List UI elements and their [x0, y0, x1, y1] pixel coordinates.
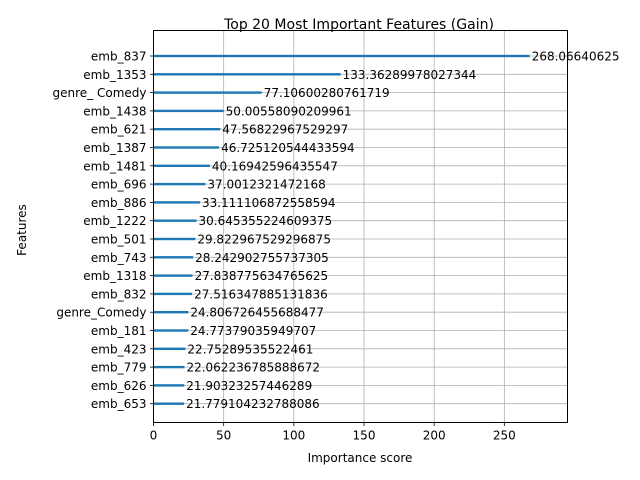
- bar: [153, 128, 221, 131]
- bar-value-label: 24.77379035949707: [190, 324, 316, 338]
- y-tick-label: emb_743: [91, 251, 147, 265]
- plot-frame: [153, 30, 568, 423]
- x-tick-label: 50: [216, 429, 231, 443]
- y-tick-label: emb_886: [91, 196, 147, 210]
- bar-value-label: 37.0012321472168: [207, 178, 325, 192]
- x-tick-label: 150: [353, 429, 376, 443]
- bar-value-label: 22.062236785888672: [186, 361, 320, 375]
- bar: [153, 329, 189, 332]
- bar: [153, 164, 210, 167]
- bar: [153, 109, 224, 113]
- bar: [153, 237, 196, 241]
- bar-value-label: 22.75289535522461: [187, 342, 313, 356]
- bar-value-label: 27.838775634765625: [195, 269, 329, 283]
- y-tick-label: emb_501: [91, 233, 147, 247]
- chart-title: Top 20 Most Important Features (Gain): [223, 17, 494, 33]
- bar: [153, 73, 341, 76]
- bar-value-label: 50.00558090209961: [226, 104, 352, 118]
- y-tick-label: emb_832: [91, 287, 147, 301]
- bar: [153, 402, 185, 405]
- y-tick-label: emb_626: [91, 379, 147, 393]
- x-axis-ticks: 0 50 100 150 200 250: [150, 422, 516, 443]
- bar: [153, 256, 194, 259]
- bars: [153, 54, 530, 405]
- bar-value-label: 268.06640625: [532, 50, 620, 64]
- bar: [153, 384, 185, 387]
- bar-value-label: 77.10600280761719: [264, 86, 390, 100]
- bar: [153, 365, 185, 369]
- bar-value-label: 28.242902755737305: [195, 251, 329, 265]
- y-tick-label: emb_1387: [83, 141, 146, 155]
- bar-value-label: 33.111106872558594: [202, 196, 336, 210]
- bar: [153, 182, 206, 186]
- bar-value-label: 30.645355224609375: [199, 214, 333, 228]
- y-tick-label: emb_1353: [83, 68, 146, 82]
- x-tick-label: 0: [150, 429, 158, 443]
- x-tick-label: 250: [493, 429, 516, 443]
- bar: [153, 146, 220, 149]
- x-axis-label: Importance score: [308, 451, 413, 465]
- y-tick-label: emb_653: [91, 397, 147, 411]
- bar: [153, 274, 193, 277]
- y-tick-label: emb_779: [91, 361, 147, 375]
- bar-value-label: 27.516347885131836: [194, 287, 328, 301]
- bar-value-label: 40.16942596435547: [212, 159, 338, 173]
- bar: [153, 201, 200, 204]
- bar-value-label: 46.725120544433594: [221, 141, 355, 155]
- y-tick-label: emb_1318: [83, 269, 146, 283]
- y-tick-label: emb_1222: [83, 214, 146, 228]
- y-tick-label: emb_1481: [83, 159, 146, 173]
- bar: [153, 54, 530, 58]
- y-axis-label: Features: [15, 204, 29, 256]
- bar: [153, 91, 262, 94]
- bar-value-label: 21.779104232788086: [186, 397, 320, 411]
- bar-value-label: 21.90323257446289: [186, 379, 312, 393]
- y-axis-ticks: emb_837 emb_1353 genre_ Comedy emb_1438 emb_…: [53, 50, 154, 411]
- y-tick-label: emb_621: [91, 123, 147, 137]
- x-tick-label: 200: [423, 429, 446, 443]
- y-tick-label: emb_423: [91, 342, 147, 356]
- bar-value-label: 24.806726455688477: [190, 306, 324, 320]
- y-tick-label: emb_696: [91, 178, 147, 192]
- gridlines: [153, 30, 568, 423]
- value-labels: 268.06640625 133.36289978027344 77.1060028…: [186, 50, 619, 412]
- bar: [153, 219, 197, 222]
- y-tick-label: emb_837: [91, 50, 147, 64]
- bar: [153, 292, 193, 296]
- bar-value-label: 133.36289978027344: [343, 68, 477, 82]
- y-tick-label: genre_Comedy: [56, 306, 146, 320]
- bar-value-label: 47.56822967529297: [222, 123, 348, 137]
- y-tick-label: emb_1438: [83, 104, 146, 118]
- y-tick-label: emb_181: [91, 324, 147, 338]
- bar-value-label: 29.822967529296875: [197, 233, 331, 247]
- y-tick-label: genre_ Comedy: [53, 86, 147, 100]
- x-tick-label: 100: [282, 429, 305, 443]
- bar: [153, 347, 186, 350]
- bar: [153, 311, 189, 314]
